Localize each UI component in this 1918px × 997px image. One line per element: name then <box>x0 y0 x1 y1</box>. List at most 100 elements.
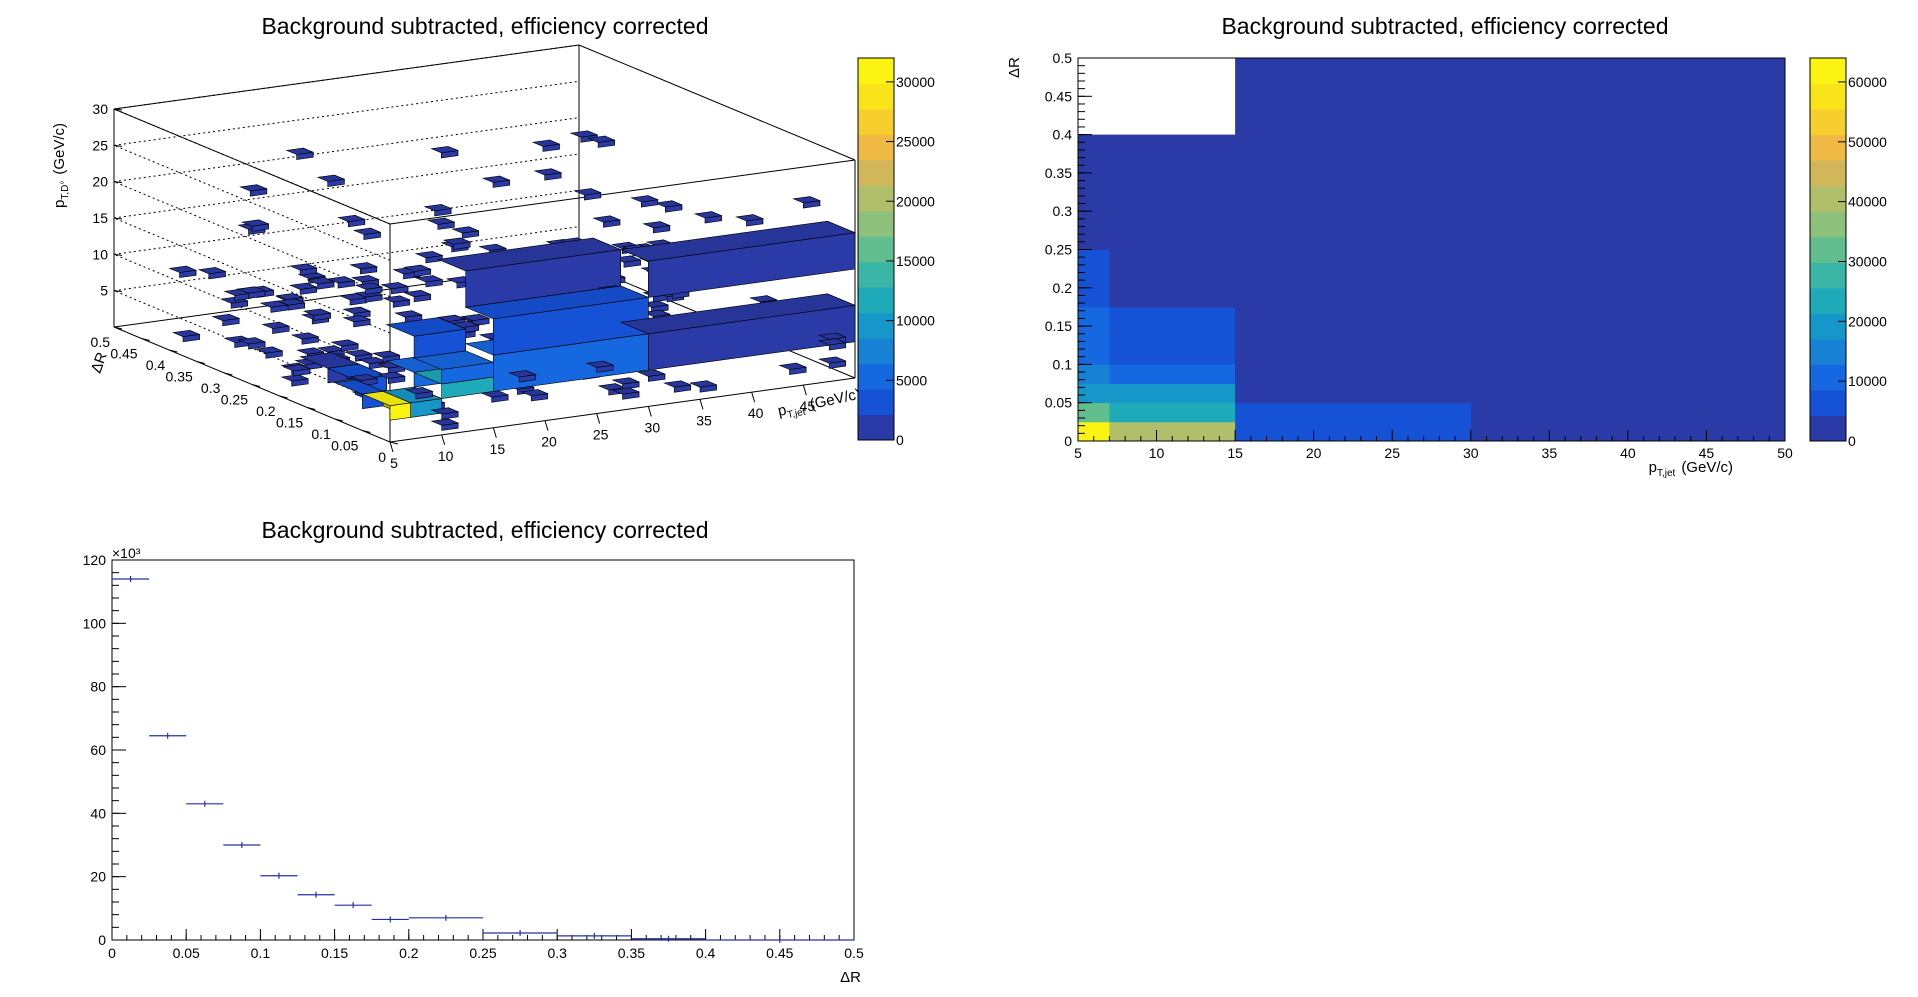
lego-box-top <box>414 275 444 283</box>
lego-box-top <box>306 277 336 285</box>
lego-box <box>302 308 332 321</box>
colz-colorbar-band <box>1810 83 1846 110</box>
lego-ytick-label: 0.3 <box>201 380 221 396</box>
lego-box-top <box>254 346 284 354</box>
lego-box-top <box>261 321 291 329</box>
lego-colorbar-band <box>858 58 894 84</box>
lego-box <box>171 329 201 343</box>
lego-colorbar-band <box>858 108 894 135</box>
colz-colorbar-band <box>1810 415 1846 442</box>
lego-box <box>402 289 432 303</box>
proj-point <box>483 930 558 937</box>
proj-frame <box>111 559 855 941</box>
colz-colorbar-tick-label: 20000 <box>1848 313 1887 329</box>
proj-point <box>705 937 854 943</box>
lego-box-top <box>481 175 511 183</box>
colz-cell <box>1078 249 1110 308</box>
lego-box <box>380 281 410 295</box>
lego-box-top <box>377 371 406 379</box>
lego-box-top <box>461 313 491 322</box>
lego-box-top <box>436 237 622 272</box>
lego-box <box>792 196 822 209</box>
lego-colorbar-band <box>858 210 894 237</box>
colz-colorbar-band <box>1810 262 1846 289</box>
colz-cell <box>1078 134 1110 250</box>
lego-box-top <box>569 130 599 138</box>
lego-box <box>342 314 372 328</box>
lego-box <box>637 369 667 382</box>
colz-colorbar-tick-label: 0 <box>1848 433 1856 449</box>
lego-box-top <box>171 329 201 338</box>
lego-ytick <box>279 395 288 399</box>
lego-box <box>430 407 460 420</box>
lego-box-top <box>818 356 847 364</box>
lego-box-top <box>464 285 650 320</box>
colz-xtick-label: 25 <box>1384 445 1400 461</box>
lego-box-top <box>414 251 444 259</box>
lego-box-top <box>430 146 460 154</box>
lego-xtick <box>544 420 549 431</box>
lego-box-top <box>275 293 305 301</box>
lego-box-top <box>358 356 387 365</box>
colz-xtick-label: 5 <box>1074 445 1082 461</box>
lego-box-top <box>437 314 467 322</box>
colz-ytick-label: 0.35 <box>1045 165 1072 181</box>
lego-ytick <box>196 361 205 364</box>
lego-ytick-label: 0.05 <box>331 438 358 454</box>
lego-box-top <box>302 308 332 316</box>
lego-box-top <box>342 306 372 314</box>
lego-box-top <box>296 347 325 355</box>
lego-colorbar-band <box>858 185 894 212</box>
lego-box <box>290 332 320 345</box>
proj-point <box>149 732 187 739</box>
lego-box <box>642 221 671 234</box>
colz-colorbar-band <box>1810 287 1846 314</box>
colz-cell <box>1109 402 1236 423</box>
colz-ytick-label: 0.5 <box>1053 50 1073 66</box>
lego-box-top <box>349 373 379 382</box>
lego-ytick-label: 0.5 <box>91 334 111 350</box>
lego-xtick-label: 10 <box>438 448 454 464</box>
proj-axes: 0 0.05 0.1 0.15 0.2 0.25 0.3 0.35 0.4 0.45 0.5 0 20 4… <box>83 552 864 961</box>
lego-box <box>352 227 382 240</box>
lego-colorbar-tick-label: 0 <box>896 432 904 448</box>
lego-box <box>461 313 491 327</box>
lego-xtick-label: 25 <box>593 427 609 443</box>
lego-ytick-label: 0.2 <box>256 403 276 419</box>
lego-box-top <box>619 220 857 262</box>
lego-box <box>237 337 267 350</box>
lego-box <box>349 262 378 275</box>
lego-ytick <box>307 407 316 410</box>
lego-box-top <box>592 215 622 223</box>
lego-box <box>414 275 444 288</box>
lego-box-top <box>344 349 374 357</box>
colz-xtick-label: 10 <box>1149 445 1165 461</box>
lego-box-top <box>211 313 241 322</box>
proj-xtick-label: 0.45 <box>766 945 793 961</box>
lego-box <box>382 295 411 308</box>
colz-colorbar-band <box>1810 109 1846 136</box>
lego-box-top <box>349 262 378 270</box>
proj-xtick-label: 0.05 <box>173 945 200 961</box>
lego-box <box>693 211 723 224</box>
proj-xtick-label: 0.35 <box>618 945 645 961</box>
lego-box-top <box>478 243 508 251</box>
lego-box-top <box>533 168 563 176</box>
lego-box <box>436 237 622 308</box>
proj-point <box>557 932 632 939</box>
lego-colorbar-tick-label: 5000 <box>896 372 927 388</box>
lego-box <box>735 214 765 227</box>
lego-box <box>818 356 847 369</box>
lego-box-top <box>354 282 384 290</box>
colz-colorbar-band <box>1810 211 1846 238</box>
lego-box <box>508 370 537 383</box>
colz-colorbar-band <box>1810 338 1846 365</box>
proj-point <box>334 902 372 909</box>
lego-ztick <box>113 181 123 184</box>
lego-box <box>259 300 289 313</box>
colz-xtick-label: 30 <box>1463 445 1479 461</box>
lego-ytick <box>334 418 343 422</box>
lego-ytick-label: 0.25 <box>221 392 248 408</box>
lego-box <box>285 147 315 160</box>
lego-box-top <box>573 188 602 196</box>
